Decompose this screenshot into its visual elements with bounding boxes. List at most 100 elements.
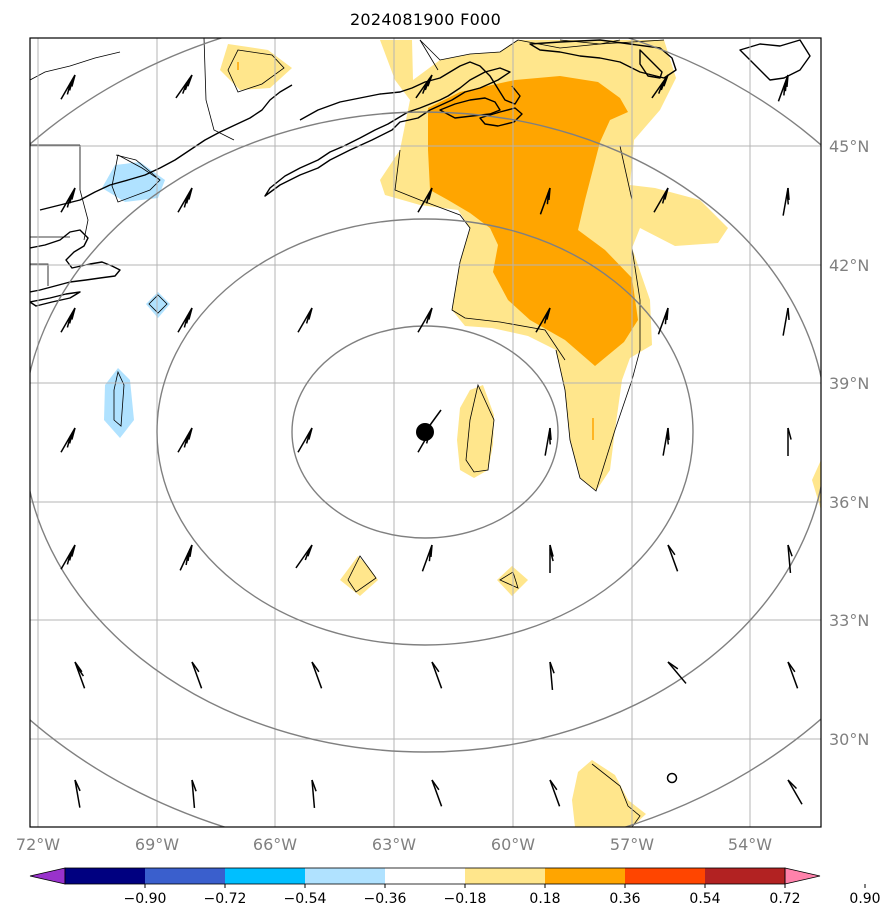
wind-barb-flag <box>786 192 790 205</box>
wind-barb-flag <box>664 187 669 200</box>
graticule <box>30 38 821 827</box>
coast-maine <box>39 84 293 211</box>
lon-label-66w: 66°W <box>253 835 297 854</box>
colorbar-tick-label: −0.36 <box>364 891 407 907</box>
wind-barb-flag <box>188 187 193 200</box>
colorbar-segment <box>705 868 786 884</box>
wind-barb-flag <box>784 79 788 92</box>
colorbar-tick-label: 0.90 <box>849 891 880 907</box>
colorbar-extend-high <box>784 867 821 885</box>
colorbar-segment <box>145 868 226 884</box>
colorbar-tick-label: 0.36 <box>609 891 640 907</box>
wind-barb-flag <box>428 307 433 320</box>
wind-barb-flag <box>185 431 191 444</box>
map-border <box>29 37 822 828</box>
wind-barb-shaft <box>191 779 196 808</box>
shade-neg-small <box>146 292 170 318</box>
wind-barb-flag <box>787 427 792 440</box>
wind-barb-flag <box>189 544 193 557</box>
wind-barb-flag <box>428 549 432 562</box>
wind-barb-flag <box>71 544 76 557</box>
range-ring-2 <box>156 218 694 646</box>
calm-wind-circle <box>666 772 678 784</box>
lon-label-57w: 57°W <box>610 835 654 854</box>
longitude-labels: 72°W 69°W 66°W 63°W 60°W 57°W 54°W <box>16 835 772 854</box>
wind-barb-flag <box>431 779 440 791</box>
wind-barb-flag <box>430 544 433 558</box>
lat-label-36n: 36°N <box>829 493 869 512</box>
colorbar-frame <box>64 867 786 885</box>
range-rings <box>30 38 821 827</box>
coast-pei <box>439 97 501 119</box>
wind-barb-flag <box>546 307 551 320</box>
wind-barb-shaft <box>549 779 561 807</box>
lon-label-63w: 63°W <box>372 835 416 854</box>
wind-barb-flag <box>308 427 313 440</box>
wind-barb-shaft <box>191 661 203 689</box>
wind-barb-flag <box>74 779 81 792</box>
wind-barb-flag <box>658 82 664 94</box>
colorbar-extend-low <box>29 867 66 885</box>
wind-barb-flag <box>787 544 793 557</box>
wind-barb-flag <box>548 432 552 445</box>
lat-label-33n: 33°N <box>829 611 869 630</box>
wind-barb-flag <box>66 82 72 95</box>
coast-island-north <box>639 49 663 79</box>
shade-neg-west <box>104 368 134 438</box>
wind-barb-flag <box>191 661 200 673</box>
coast-islands-ne <box>739 39 811 81</box>
range-ring-1 <box>291 325 559 539</box>
wind-barb-flag <box>305 431 311 444</box>
wind-barb-flag <box>549 544 554 557</box>
wind-barb-flag <box>667 661 679 670</box>
wind-barb-shaft <box>431 661 443 689</box>
wind-barb-flag <box>71 307 76 320</box>
wind-barb-flag <box>66 435 72 448</box>
wind-barb-shaft <box>787 544 792 573</box>
wind-barb-flag <box>68 548 74 561</box>
wind-barb-shaft <box>667 661 687 684</box>
wind-barb-flag <box>66 552 72 565</box>
colorbar-tick-label: 0.72 <box>769 891 800 907</box>
wind-barb-flag <box>667 544 676 556</box>
wind-barb-shaft <box>311 779 316 808</box>
wind-barb-flag <box>185 553 189 566</box>
coast-long-island <box>30 291 81 307</box>
lat-label-39n: 39°N <box>829 374 869 393</box>
wind-barb-flag <box>68 311 74 324</box>
map-area <box>30 38 821 827</box>
colorbar-segment <box>465 868 546 884</box>
wind-barb-flag <box>305 311 311 324</box>
lon-label-69w: 69°W <box>135 835 179 854</box>
colorbar-segment <box>65 868 146 884</box>
wind-barb-flag <box>667 427 670 441</box>
shade-south-patch-a <box>340 556 378 596</box>
wind-barb-flag <box>185 191 191 204</box>
colorbar-tick-label: −0.18 <box>444 891 487 907</box>
coast-nova-scotia <box>264 67 511 197</box>
map-title: 2024081900 F000 <box>349 10 502 29</box>
colorbar-segment <box>385 868 466 884</box>
wind-barb-shaft <box>787 661 799 689</box>
wind-barb-flag <box>543 311 549 324</box>
negative-anomaly-shading <box>102 162 170 438</box>
wind-barb-flag <box>549 661 555 674</box>
wind-barb-flag <box>663 74 669 87</box>
coast-massachusetts <box>30 229 121 293</box>
shade-southeast-patch <box>572 760 646 827</box>
wind-barbs <box>60 74 803 808</box>
colorbar-tick-label: 0.18 <box>529 891 560 907</box>
lat-label-45n: 45°N <box>829 137 869 156</box>
wind-barb-flag <box>787 307 790 321</box>
lat-label-42n: 42°N <box>829 256 869 275</box>
wind-barb-flag <box>71 427 76 440</box>
wind-barb-flag <box>549 427 552 441</box>
wind-barb-flag <box>428 187 433 200</box>
range-ring-3 <box>30 111 821 753</box>
wind-barb-flag <box>68 191 74 204</box>
colorbar-tick-label: −0.72 <box>204 891 247 907</box>
coast-cape-breton <box>479 107 523 127</box>
wind-barb-flag <box>787 661 796 673</box>
wind-barb-flag <box>188 307 193 320</box>
